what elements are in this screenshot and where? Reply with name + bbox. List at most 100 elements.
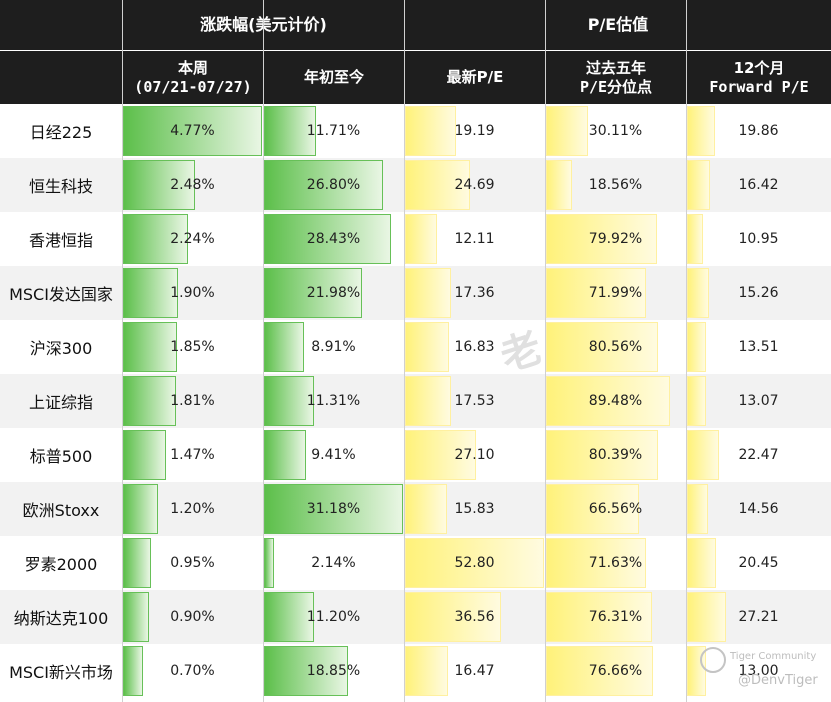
data-bar-weekly (123, 376, 176, 426)
index-name: 上证综指 (28, 393, 93, 412)
value-pe: 16.47 (454, 663, 495, 679)
index-name: MSCI发达国家 (9, 285, 113, 304)
value-pct: 30.11% (588, 123, 643, 139)
cell-fwd: 14.56 (686, 482, 831, 536)
data-bar-pe (405, 538, 544, 588)
data-bar-fwd (687, 268, 709, 318)
data-bar-fwd (687, 160, 710, 210)
column-divider (122, 0, 123, 702)
cell-pe: 36.56 (404, 590, 545, 644)
value-weekly: 2.48% (170, 177, 215, 193)
data-bar-pct (546, 646, 653, 696)
cell-ytd: 28.43% (263, 212, 404, 266)
value-pct: 71.99% (588, 285, 643, 301)
data-bar-ytd (264, 430, 306, 480)
value-fwd: 20.45 (738, 555, 779, 571)
cell-pct: 30.11% (545, 104, 686, 158)
cell-pe: 19.19 (404, 104, 545, 158)
header-weekly: 本周 (07/21-07/27) (122, 50, 263, 104)
table-row: 纳斯达克100 0.90% 11.20% 36.56 76.31% 27.21 (0, 590, 831, 644)
data-bar-weekly (123, 430, 166, 480)
data-bar-ytd (264, 376, 314, 426)
data-bar-pct (546, 484, 639, 534)
value-ytd: 11.20% (306, 609, 361, 625)
table-row: 香港恒指 2.24% 28.43% 12.11 79.92% 10.95 (0, 212, 831, 266)
cell-weekly: 0.95% (122, 536, 263, 590)
table-row: 日经225 4.77% 11.71% 19.19 30.11% 19.86 (0, 104, 831, 158)
data-bar-weekly (123, 106, 262, 156)
table-row: 沪深300 1.85% 8.91% 16.83 80.56% 13.51 (0, 320, 831, 374)
table-row: MSCI发达国家 1.90% 21.98% 17.36 71.99% 15.26 (0, 266, 831, 320)
value-weekly: 0.95% (170, 555, 215, 571)
value-fwd: 14.56 (738, 501, 779, 517)
value-ytd: 26.80% (306, 177, 361, 193)
header-latest-pe-label: 最新P/E (446, 68, 504, 87)
cell-pct: 89.48% (545, 374, 686, 428)
data-bar-weekly (123, 592, 149, 642)
cell-ytd: 2.14% (263, 536, 404, 590)
cell-pe: 52.80 (404, 536, 545, 590)
cell-pct: 71.99% (545, 266, 686, 320)
data-bar-ytd (264, 322, 304, 372)
cell-pe: 24.69 (404, 158, 545, 212)
value-weekly: 4.77% (170, 123, 215, 139)
value-weekly: 0.90% (170, 609, 215, 625)
cell-ytd: 31.18% (263, 482, 404, 536)
cell-weekly: 0.90% (122, 590, 263, 644)
value-weekly: 0.70% (170, 663, 215, 679)
value-pe: 52.80 (454, 555, 495, 571)
header-fwd-line1: 12个月 (733, 58, 785, 77)
cell-ytd: 11.20% (263, 590, 404, 644)
data-bar-pe (405, 646, 448, 696)
data-bar-pe (405, 376, 451, 426)
cell-weekly: 1.81% (122, 374, 263, 428)
cell-fwd: 22.47 (686, 428, 831, 482)
data-bar-weekly (123, 214, 188, 264)
index-name: 标普500 (29, 447, 93, 466)
index-name: 纳斯达克100 (13, 609, 109, 628)
value-fwd: 13.07 (738, 393, 779, 409)
data-bar-ytd (264, 160, 383, 210)
cell-pe: 16.47 (404, 644, 545, 698)
table-row: 标普500 1.47% 9.41% 27.10 80.39% 22.47 (0, 428, 831, 482)
column-divider (404, 0, 405, 702)
value-fwd: 13.00 (738, 663, 779, 679)
data-bar-fwd (687, 214, 703, 264)
data-bar-ytd (264, 484, 403, 534)
cell-pct: 18.56% (545, 158, 686, 212)
column-divider (686, 0, 687, 702)
data-bar-fwd (687, 538, 716, 588)
value-pct: 80.39% (588, 447, 643, 463)
header-corner (0, 0, 122, 50)
index-name: 罗素2000 (24, 555, 98, 574)
value-weekly: 1.20% (170, 501, 215, 517)
value-fwd: 15.26 (738, 285, 779, 301)
data-bar-ytd (264, 106, 316, 156)
data-bar-weekly (123, 538, 151, 588)
data-bar-weekly (123, 268, 178, 318)
cell-pct: 76.66% (545, 644, 686, 698)
data-bar-fwd (687, 106, 715, 156)
index-name: 欧洲Stoxx (22, 501, 100, 520)
index-name: 恒生科技 (28, 177, 93, 196)
value-fwd: 16.42 (738, 177, 779, 193)
cell-fwd: 13.07 (686, 374, 831, 428)
index-name: 沪深300 (29, 339, 93, 358)
cell-weekly: 0.70% (122, 644, 263, 698)
data-bar-fwd (687, 592, 726, 642)
cell-weekly: 1.85% (122, 320, 263, 374)
value-ytd: 2.14% (311, 555, 356, 571)
header-ytd-label: 年初至今 (303, 68, 364, 87)
cell-ytd: 8.91% (263, 320, 404, 374)
value-pct: 80.56% (588, 339, 643, 355)
value-weekly: 1.85% (170, 339, 215, 355)
header-group-pe: P/E估值 (404, 0, 831, 50)
header-weekly-line1: 本周 (177, 58, 208, 77)
value-pe: 24.69 (454, 177, 495, 193)
data-bar-ytd (264, 592, 314, 642)
cell-weekly: 4.77% (122, 104, 263, 158)
data-bar-fwd (687, 430, 719, 480)
data-bar-weekly (123, 322, 177, 372)
cell-ytd: 21.98% (263, 266, 404, 320)
data-bar-pct (546, 106, 588, 156)
